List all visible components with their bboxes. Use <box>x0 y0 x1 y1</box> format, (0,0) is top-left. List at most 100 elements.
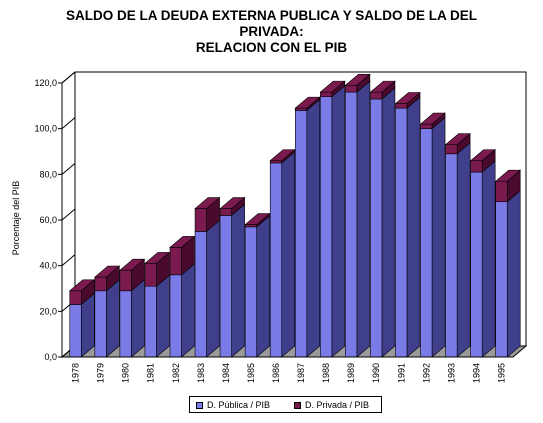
y-tick-label: 80,0 <box>39 169 57 179</box>
bar-privada-front-1994 <box>470 160 483 173</box>
bar-top-1989 <box>344 73 371 86</box>
x-tick-label: 1982 <box>171 363 181 383</box>
bar-publica-front-1978 <box>69 304 82 358</box>
bar-publica-side-1989 <box>356 80 371 358</box>
bar-publica-front-1983 <box>194 231 207 358</box>
bar-publica-side-1981 <box>156 274 170 358</box>
bar-publica-side-1980 <box>131 279 145 358</box>
bar-top-1980 <box>119 258 146 271</box>
y-tick-label: 20,0 <box>39 306 57 316</box>
bar-publica-front-1985 <box>244 226 257 358</box>
bar-top-1994 <box>469 149 496 161</box>
bar-publica-front-1992 <box>420 128 433 358</box>
bar-privada-front-1987 <box>294 107 308 111</box>
bar-publica-front-1986 <box>269 162 283 358</box>
y-tick-diagonal <box>61 117 76 130</box>
y-tick-label: 120,0 <box>34 78 57 88</box>
bar-privada-front-1995 <box>495 180 508 203</box>
y-axis-label: Porcentaje del PIB <box>11 180 21 256</box>
bar-privada-front-1983 <box>194 208 207 232</box>
legend-label-publica: D. Pública / PIB <box>207 400 271 410</box>
y-tick-diagonal <box>61 208 76 221</box>
bar-top-1986 <box>269 149 296 161</box>
bar-top-1992 <box>419 112 446 125</box>
y-tick-diagonal <box>61 162 76 175</box>
bar-publica-side-1995 <box>506 190 521 358</box>
bar-publica-side-1985 <box>256 215 270 358</box>
bar-top-1983 <box>194 197 221 209</box>
bar-privada-front-1978 <box>69 290 82 305</box>
bar-publica-front-1979 <box>94 290 107 358</box>
x-tick-label: 1983 <box>196 363 206 383</box>
bar-publica-front-1984 <box>219 215 232 358</box>
bar-privada-front-1989 <box>345 84 358 93</box>
x-tick-label: 1989 <box>346 363 356 383</box>
bar-publica-side-1983 <box>206 219 220 358</box>
bar-publica-front-1990 <box>370 98 383 358</box>
bar-privada-front-1982 <box>169 247 182 276</box>
bar-publica-side-1986 <box>281 151 296 358</box>
x-tick-label: 1986 <box>271 363 281 383</box>
x-tick-label: 1979 <box>96 363 106 383</box>
bar-publica-front-1988 <box>320 96 333 358</box>
y-tick-label: 100,0 <box>34 124 57 134</box>
bar-privada-front-1990 <box>370 91 383 100</box>
y-tick-label: 0,0 <box>44 352 57 362</box>
x-tick-label: 1992 <box>421 363 431 383</box>
y-tick-label: 60,0 <box>39 215 57 225</box>
bar-privada-front-1986 <box>269 160 283 164</box>
bar-top-1990 <box>369 80 396 93</box>
x-tick-label: 1988 <box>321 363 331 383</box>
x-tick-label: 1978 <box>71 363 81 383</box>
chart-title-line-3: RELACION CON EL PIB <box>195 40 348 55</box>
bar-publica-side-1979 <box>106 279 120 358</box>
x-tick-label: 1995 <box>496 363 506 383</box>
bar-publica-front-1994 <box>470 171 483 358</box>
bar-publica-side-1984 <box>231 203 245 358</box>
bar-publica-side-1990 <box>381 87 396 358</box>
bar-publica-front-1991 <box>395 107 408 358</box>
bar-top-1984 <box>219 197 246 209</box>
y-tick-diagonal <box>61 254 76 267</box>
bar-top-1993 <box>444 133 471 145</box>
bar-publica-side-1992 <box>431 117 446 358</box>
y-tick-diagonal <box>61 71 76 84</box>
legend-swatch-privada <box>294 401 301 409</box>
bar-publica-front-1989 <box>345 91 358 358</box>
x-tick-label: 1984 <box>221 363 231 383</box>
chart-title-line-1: SALDO DE LA DEUDA EXTERNA PUBLICA Y SALD… <box>65 8 478 23</box>
bar-publica-front-1987 <box>294 110 308 358</box>
x-tick-label: 1994 <box>471 363 481 383</box>
bar-publica-front-1980 <box>119 290 132 358</box>
bar-privada-front-1984 <box>219 208 232 216</box>
bar-privada-front-1991 <box>395 103 408 109</box>
bar-top-1985 <box>244 213 271 225</box>
chart-title: SALDO DE LA DEUDA EXTERNA PUBLICA Y SALD… <box>0 8 543 56</box>
bar-publica-front-1982 <box>169 274 182 358</box>
bar-publica-side-1993 <box>456 142 471 358</box>
bar-top-1991 <box>394 92 421 104</box>
legend: D. Pública / PIB D. Privada / PIB <box>189 396 382 413</box>
x-tick-label: 1990 <box>371 363 381 383</box>
x-tick-label: 1985 <box>246 363 256 383</box>
bar-top-1979 <box>94 265 121 278</box>
legend-swatch-publica <box>196 401 203 409</box>
bar-publica-front-1981 <box>144 285 157 358</box>
x-tick-label: 1993 <box>446 363 456 383</box>
bar-privada-front-1979 <box>94 276 107 292</box>
bar-top-1995 <box>494 169 522 182</box>
bar-top-1982 <box>169 236 196 248</box>
bar-publica-front-1995 <box>495 201 508 358</box>
bar-top-1987 <box>294 96 321 109</box>
bar-publica-front-1993 <box>445 153 458 358</box>
bar-privada-front-1981 <box>144 263 157 287</box>
bar-top-1981 <box>144 252 171 264</box>
bar-publica-side-1991 <box>406 96 421 358</box>
bar-privada-front-1988 <box>320 91 333 97</box>
bar-publica-side-1987 <box>306 98 321 358</box>
y-tick-label: 40,0 <box>39 261 57 271</box>
bar-top-1988 <box>319 80 346 93</box>
bar-privada-front-1985 <box>244 224 257 228</box>
legend-item-privada: D. Privada / PIB <box>294 400 369 410</box>
